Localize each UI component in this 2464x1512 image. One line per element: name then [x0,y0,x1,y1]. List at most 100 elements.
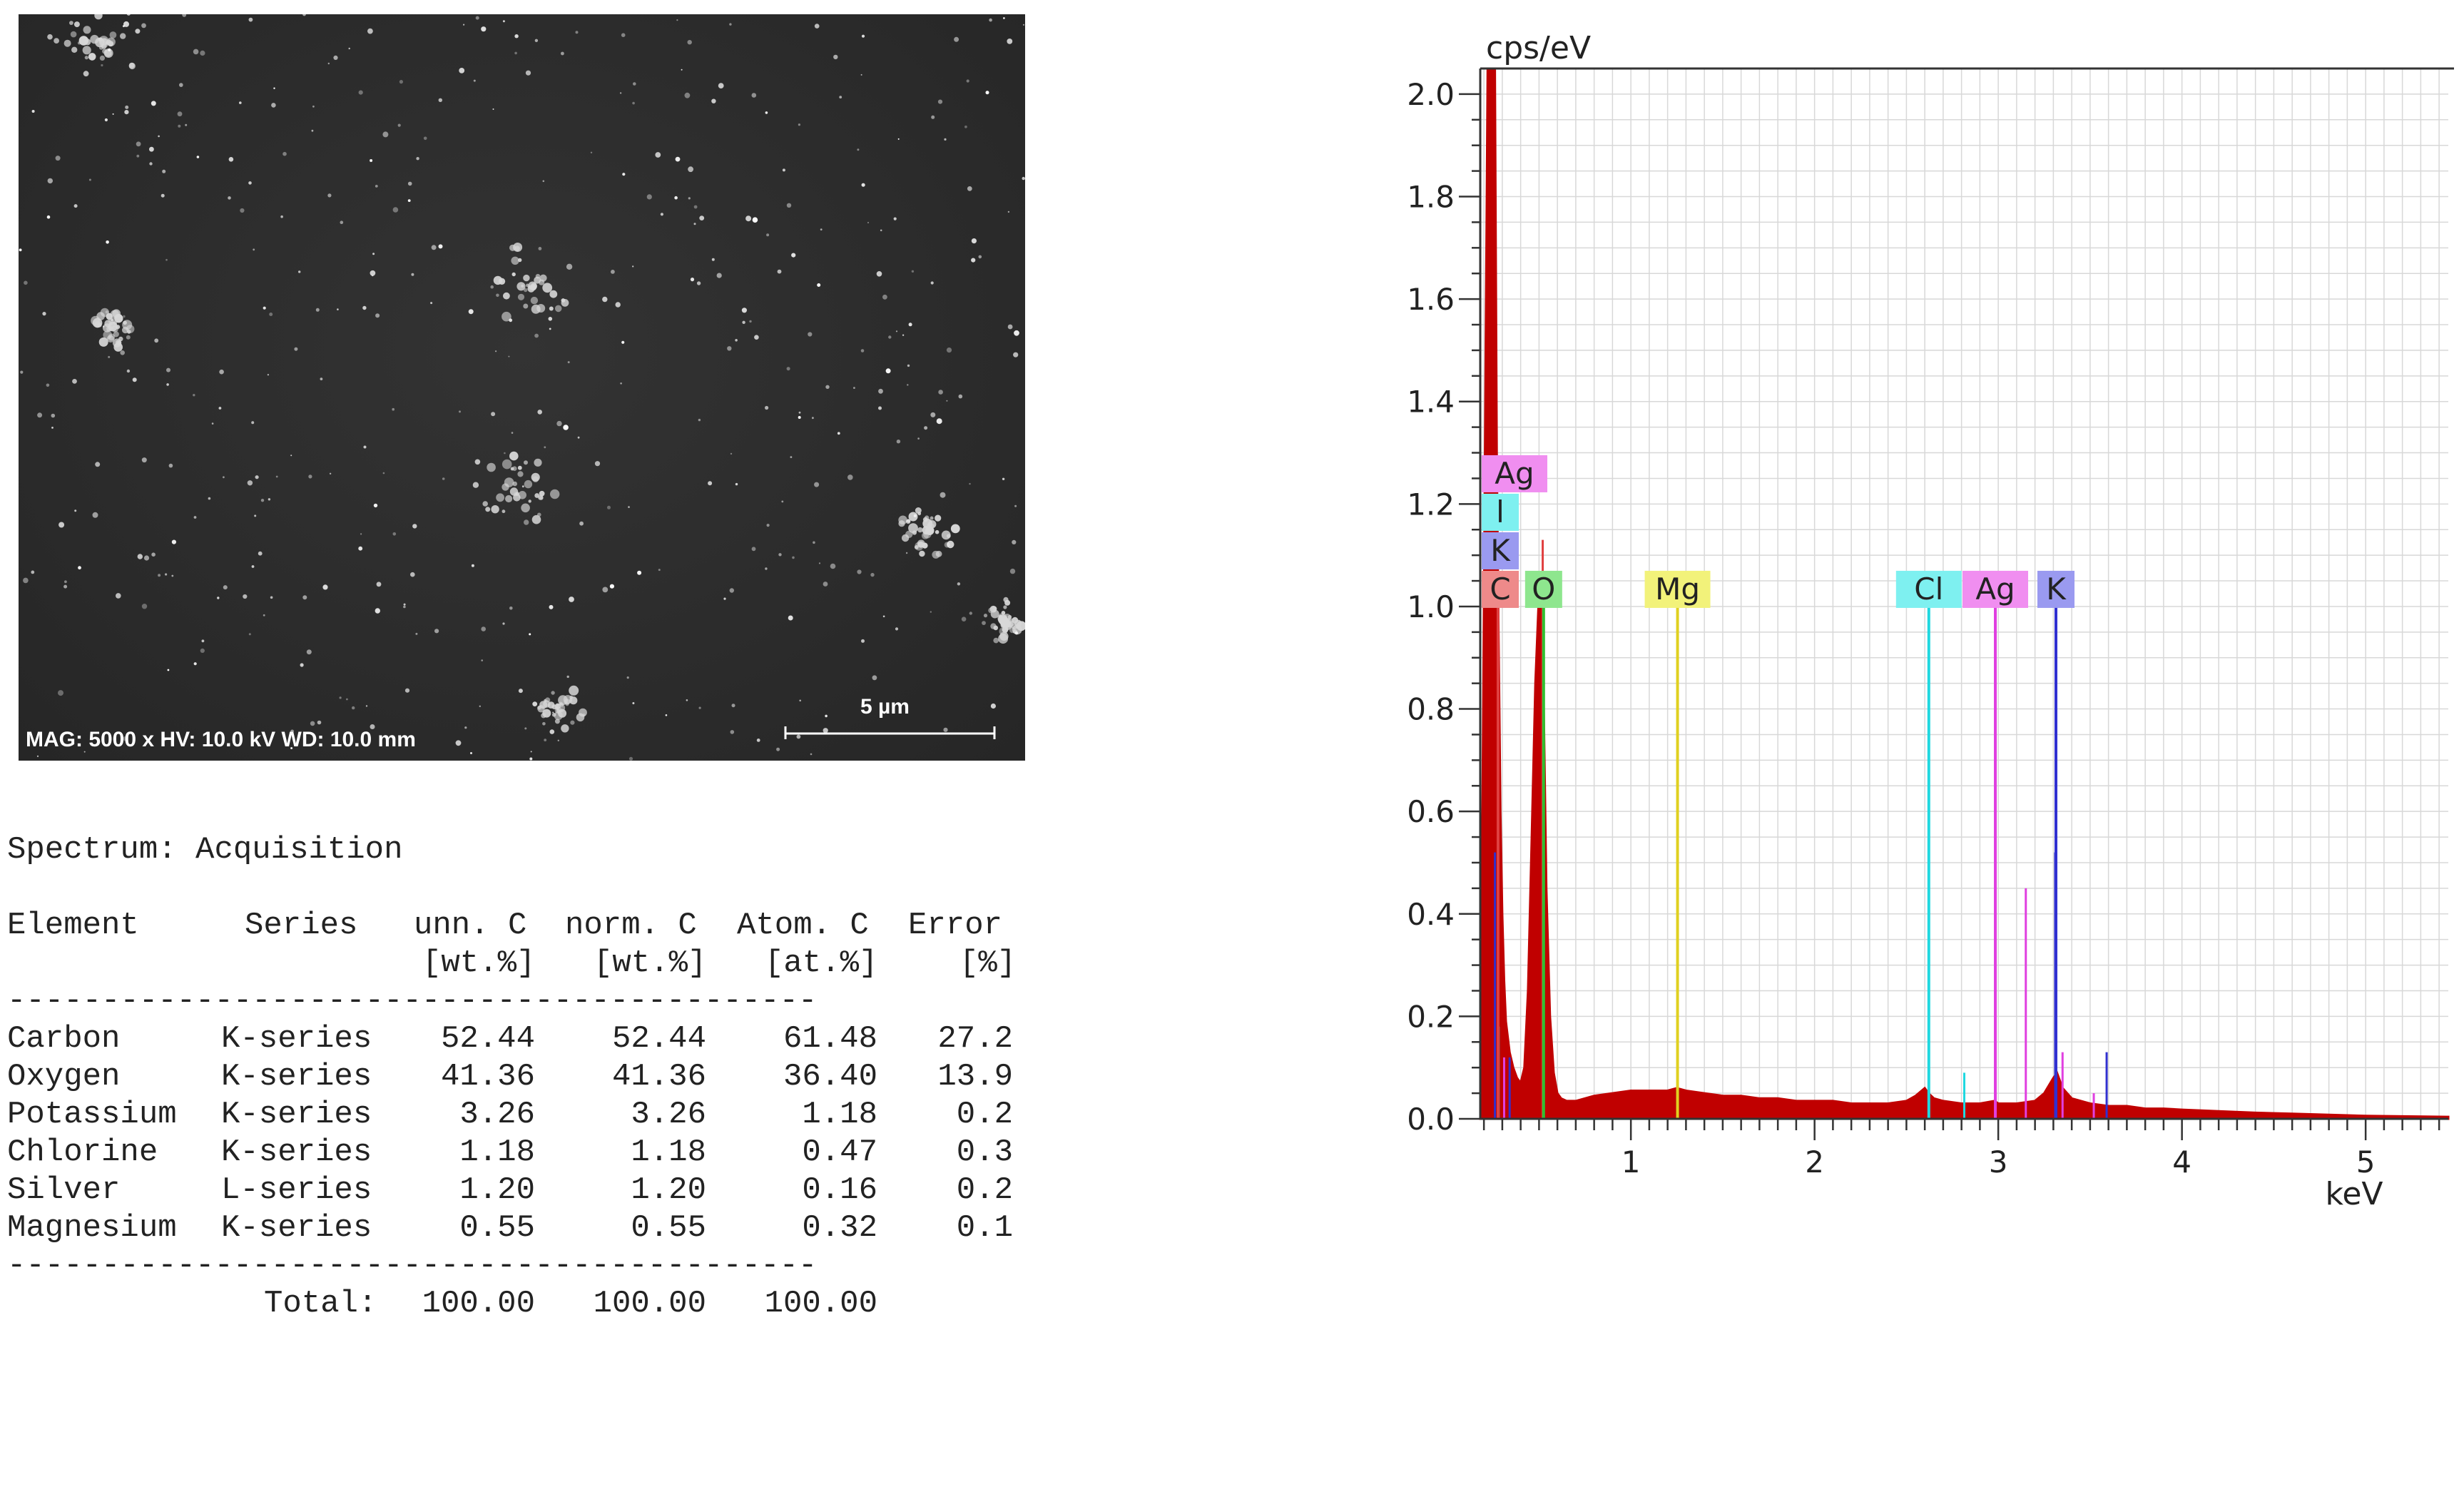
sem-particle [729,23,732,26]
sem-cluster-particle [118,336,123,342]
sem-particle [731,704,735,708]
x-tick-label: 5 [2356,1145,2376,1179]
sem-particle [978,255,982,259]
y-tick-label: 0.0 [1407,1102,1455,1137]
sem-particle [200,50,205,56]
sem-particle [166,367,170,372]
sem-cluster-particle [947,540,954,549]
element-label-c: C [1490,572,1510,607]
sem-cluster-particle [472,482,479,488]
sem-particle [723,597,726,600]
sem-particle [161,193,165,198]
sem-cluster-particle [542,722,546,726]
element-label-box [1482,532,1519,569]
sem-particle [468,309,474,315]
cell-unn-c: 1.18 [459,1135,535,1170]
sem-particle [123,736,128,741]
header-norm-c: norm. C [565,908,697,943]
sem-particle [108,48,111,51]
sem-particle [817,283,821,287]
header-series: Series [245,908,358,943]
sem-particle [961,617,967,621]
sem-cluster-particle [523,274,530,282]
sem-cluster-particle [135,29,141,34]
y-tick-label: 1.0 [1407,589,1455,624]
sem-cluster-particle [509,451,519,461]
table-row: Carbon K-series 52.44 52.44 61.48 27.2 [7,1020,1013,1058]
sem-particle [870,572,875,577]
sem-particle [99,55,105,61]
sem-particle [913,514,917,518]
totals-row: Total: 100.00 100.00 100.00 [7,1285,877,1323]
sem-particle [311,129,314,132]
cell-error: 0.2 [956,1172,1013,1208]
sem-cluster-particle [901,534,910,542]
element-label-o: O [1532,572,1555,607]
sem-cluster-particle [109,31,117,39]
sem-particle [474,459,481,465]
sem-cluster-particle [914,545,919,549]
sem-particle [218,407,222,410]
sem-particle [902,334,905,336]
sem-particle [149,162,153,166]
sem-particle [971,238,977,244]
sem-particle [431,245,437,250]
sem-particle [861,34,865,38]
sem-cluster-particle [1004,599,1011,606]
sem-particle [861,639,865,643]
sem-particle [103,325,105,328]
sem-particle [411,273,414,276]
y-tick-label: 0.8 [1407,692,1455,727]
cell-norm-c: 0.55 [631,1210,706,1246]
sem-particle [944,542,950,548]
sem-particle [698,418,701,422]
sem-cluster-particle [919,550,925,557]
sem-particle [676,19,678,21]
sem-particle [825,714,828,718]
sem-particle [839,96,842,98]
sem-particle [358,90,363,95]
sem-particle [940,492,946,498]
sem-particle [882,615,885,618]
sem-cluster-particle [561,299,569,307]
sem-cluster-particle [1003,605,1007,609]
sem-particle [502,622,505,625]
sem-cluster-particle [537,512,541,517]
sem-cluster-particle [935,529,940,534]
sem-particle [799,699,801,702]
sem-particle [141,23,146,29]
sem-particle [637,570,642,575]
sem-particle [502,20,505,23]
eds-spectrum-chart: 0.0 0.2 0.4 0.6 0.8 1.0 1.2 1.4 1.6 1.8 2.0 1 2 3 4 5 C… [1407,30,2454,1212]
sem-cluster-particle [524,288,528,293]
sem-particle [681,69,683,71]
sem-cluster-particle [908,523,918,533]
sem-particle [158,135,160,138]
sem-particle [126,369,131,373]
sem-particle [376,582,382,587]
sem-particle [24,280,28,285]
sem-particle [847,475,853,480]
y-tick-label: 1.8 [1407,180,1455,215]
sem-particle [607,505,611,509]
element-label-box [1482,455,1547,492]
sem-particle [872,675,877,681]
sem-cluster-particle [569,685,579,696]
sem-cluster-particle [509,244,516,251]
total-label: Total: [264,1286,377,1321]
sem-particle [917,437,920,440]
sem-cluster-particle [126,335,131,340]
sem-particle [765,405,769,410]
sem-cluster-particle [104,320,112,328]
sem-cluster-particle [485,507,491,512]
sem-cluster-particle [511,256,519,265]
sem-particle [990,703,996,709]
sem-cluster-particle [915,507,922,514]
sem-particle [267,374,270,376]
sem-cluster-particle [544,699,547,703]
sem-particle [1013,352,1019,357]
sem-particle [878,388,883,394]
sem-particle [51,413,56,418]
sem-cluster-particle [123,21,129,27]
sem-particle [88,178,91,181]
